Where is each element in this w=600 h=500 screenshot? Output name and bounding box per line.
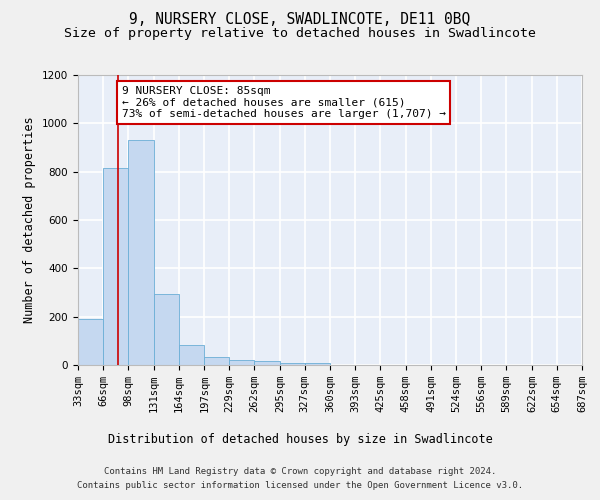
Bar (305, 363, 330, 365)
Y-axis label: Number of detached properties: Number of detached properties (23, 116, 37, 324)
Bar (128, 140, 154, 365)
Text: Distribution of detached houses by size in Swadlincote: Distribution of detached houses by size … (107, 432, 493, 446)
Bar (103, 168, 128, 365)
Bar (205, 356, 229, 365)
Bar (229, 360, 254, 365)
Text: Contains HM Land Registry data © Crown copyright and database right 2024.: Contains HM Land Registry data © Crown c… (104, 468, 496, 476)
Bar (179, 345, 205, 365)
Text: Size of property relative to detached houses in Swadlincote: Size of property relative to detached ho… (64, 28, 536, 40)
Text: 9 NURSERY CLOSE: 85sqm
← 26% of detached houses are smaller (615)
73% of semi-de: 9 NURSERY CLOSE: 85sqm ← 26% of detached… (122, 86, 446, 119)
Text: Contains public sector information licensed under the Open Government Licence v3: Contains public sector information licen… (77, 481, 523, 490)
Bar (78, 319, 103, 365)
Bar (254, 362, 280, 365)
Bar (154, 294, 179, 365)
Text: 9, NURSERY CLOSE, SWADLINCOTE, DE11 0BQ: 9, NURSERY CLOSE, SWADLINCOTE, DE11 0BQ (130, 12, 470, 28)
Bar (280, 362, 305, 365)
